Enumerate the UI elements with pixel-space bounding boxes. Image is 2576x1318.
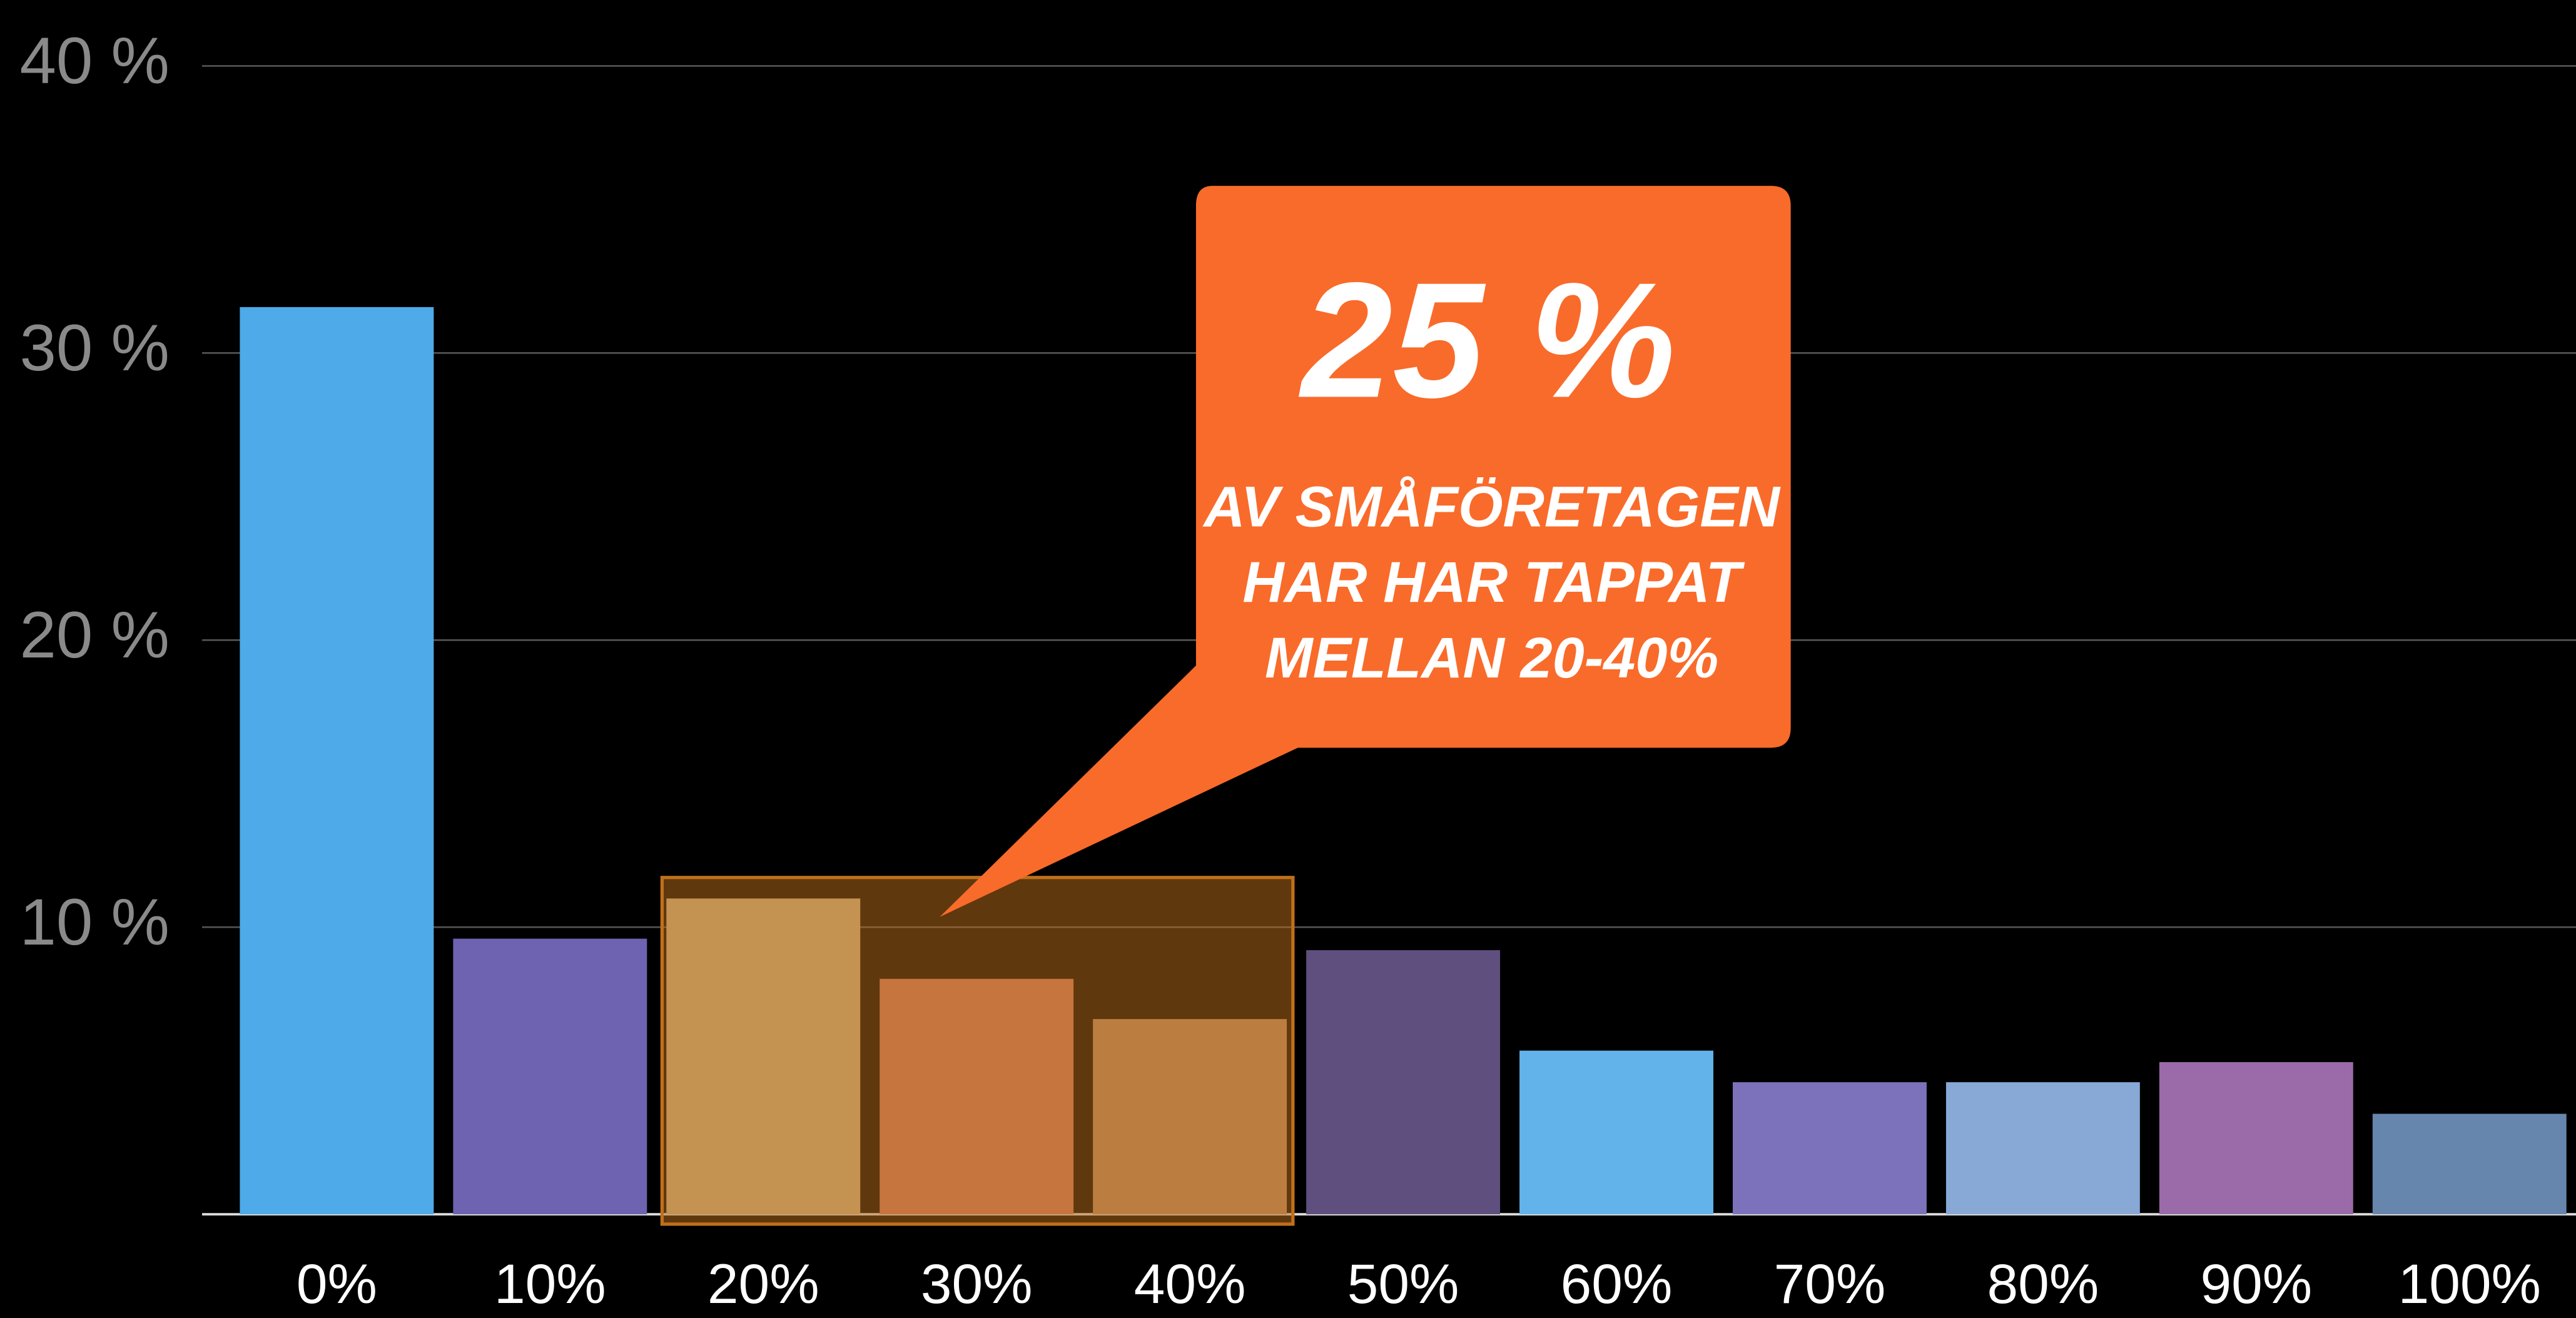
highlight-range — [660, 876, 1295, 1226]
callout — [940, 186, 1791, 917]
callout-headline: 25 % — [1299, 248, 1676, 432]
y-tick-label: 10 % — [20, 886, 170, 959]
bar — [240, 307, 434, 1215]
callout-text: HAR HAR TAPPAT — [1242, 550, 1745, 614]
bar — [1733, 1082, 1927, 1215]
bar — [2159, 1062, 2353, 1215]
x-tick-label: 20% — [707, 1252, 819, 1315]
y-tick-label: 20 % — [20, 599, 170, 672]
y-tick-label: 40 % — [20, 24, 170, 98]
x-tick-label: 0% — [297, 1252, 377, 1315]
x-tick-label: 30% — [921, 1252, 1033, 1315]
x-tick-label: 40% — [1134, 1252, 1246, 1315]
bar — [453, 938, 647, 1215]
bar — [1519, 1050, 1713, 1215]
x-tick-label: 80% — [1987, 1252, 2099, 1315]
x-tick-label: 90% — [2200, 1252, 2312, 1315]
x-tick-label: 60% — [1561, 1252, 1673, 1315]
bar — [2372, 1113, 2567, 1215]
bar — [1945, 1082, 2140, 1215]
bar — [1306, 950, 1501, 1215]
callout-text: MELLAN 20-40% — [1265, 626, 1718, 690]
callout-text: AV SMÅFÖRETAGEN — [1202, 475, 1780, 539]
x-tick-label: 50% — [1347, 1252, 1459, 1315]
x-tick-label: 70% — [1774, 1252, 1886, 1315]
x-tick-label: 100% — [2398, 1252, 2541, 1315]
x-tick-label: 10% — [494, 1252, 606, 1315]
y-tick-label: 30 % — [20, 312, 170, 385]
